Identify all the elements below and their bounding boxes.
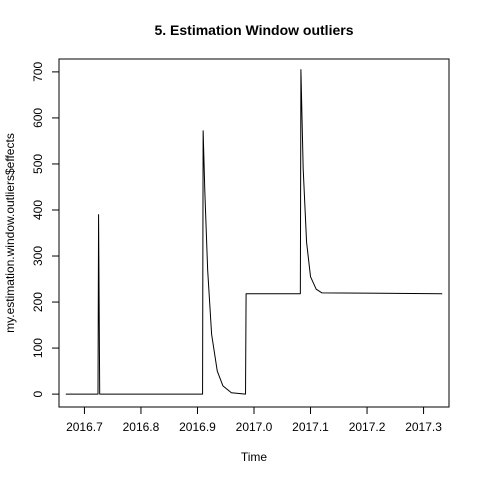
- x-tick-label: 2017.2: [349, 420, 386, 434]
- y-tick-label: 700: [31, 62, 45, 82]
- y-axis: 0 100 200 300 400 500 600 700: [31, 62, 60, 397]
- series-line: [65, 69, 443, 395]
- x-axis-label: Time: [241, 450, 268, 464]
- x-tick-label: 2017.0: [236, 420, 273, 434]
- x-tick-label: 2016.9: [179, 420, 216, 434]
- y-tick-label: 600: [31, 108, 45, 128]
- y-tick-label: 500: [31, 154, 45, 174]
- y-tick-label: 200: [31, 292, 45, 312]
- x-tick-label: 2016.8: [123, 420, 160, 434]
- x-tick-label: 2017.1: [292, 420, 329, 434]
- x-axis: 2016.7 2016.8 2016.9 2017.0 2017.1 2017.2 2017…: [66, 406, 442, 434]
- y-axis-label: my.estimation.window.outliers$effects: [3, 133, 17, 333]
- x-tick-label: 2017.3: [405, 420, 442, 434]
- plot-frame: [58, 58, 450, 408]
- y-tick-label: 100: [31, 338, 45, 358]
- chart-title: 5. Estimation Window outliers: [154, 22, 353, 38]
- series-layer: [65, 69, 443, 395]
- x-tick-label: 2016.7: [66, 420, 103, 434]
- y-tick-label: 300: [31, 246, 45, 266]
- y-tick-label: 0: [31, 390, 45, 397]
- y-tick-label: 400: [31, 200, 45, 220]
